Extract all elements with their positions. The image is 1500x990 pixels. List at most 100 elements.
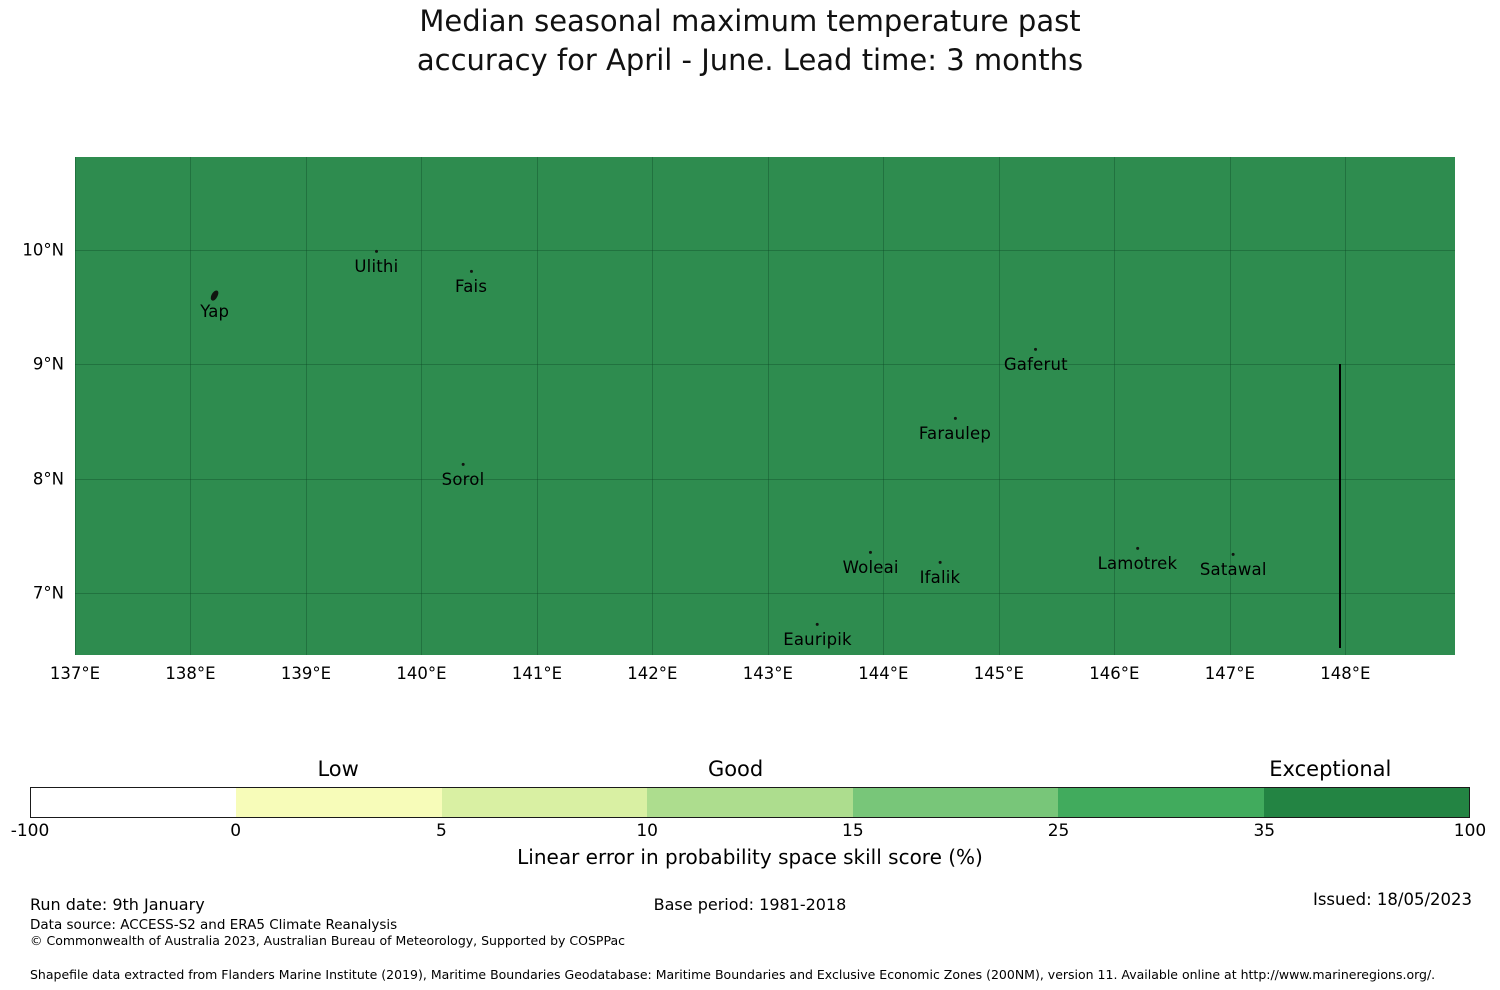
grid-line-vertical xyxy=(1345,157,1347,655)
x-axis-tick-label: 145°E xyxy=(973,664,1024,683)
island-marker-icon xyxy=(816,622,820,626)
island-ulithi: Ulithi xyxy=(354,249,399,276)
x-axis-tick-label: 147°E xyxy=(1204,664,1255,683)
colorbar-category-labels: Low Good Exceptional xyxy=(30,757,1470,785)
island-marker-icon xyxy=(953,416,957,420)
x-axis-tick-label: 140°E xyxy=(396,664,447,683)
grid-line-vertical xyxy=(1114,157,1116,655)
grid-line-horizontal xyxy=(75,364,1455,366)
x-axis: 137°E 138°E 139°E 140°E 141°E 142°E 143°E 144°E… xyxy=(50,664,1455,690)
island-label: Satawal xyxy=(1199,559,1267,579)
grid-line-vertical xyxy=(998,157,1000,655)
island-marker-icon xyxy=(461,462,465,466)
y-axis-tick-label: 9°N xyxy=(32,354,64,374)
copyright-text: © Commonwealth of Australia 2023, Austra… xyxy=(30,933,625,948)
island-eauripik: Eauripik xyxy=(783,622,852,649)
x-axis-tick-label: 139°E xyxy=(280,664,332,683)
chart-title-line2: accuracy for April - June. Lead time: 3 … xyxy=(416,43,1084,77)
island-label: Ulithi xyxy=(354,256,399,276)
grid-line-vertical xyxy=(883,157,885,655)
grid-line-vertical xyxy=(767,157,769,655)
colorbar-category-label: Exceptional xyxy=(1269,757,1392,781)
island-lamotrek: Lamotrek xyxy=(1098,547,1178,573)
colorbar-segment xyxy=(441,788,648,817)
colorbar-segment xyxy=(236,788,442,817)
island-label: Eauripik xyxy=(783,629,852,649)
colorbar-segment xyxy=(647,788,853,817)
eez-boundary-line xyxy=(1338,364,1341,649)
colorbar xyxy=(30,787,1470,818)
run-date-text: Run date: 9th January xyxy=(30,895,205,914)
x-axis-tick-label: 148°E xyxy=(1320,664,1371,683)
grid-line-vertical xyxy=(1229,157,1231,655)
grid-line-vertical xyxy=(421,157,423,655)
colorbar-segment xyxy=(1263,788,1469,817)
island-woleai: Woleai xyxy=(842,550,899,577)
island-label: Yap xyxy=(200,302,230,322)
island-yap: Yap xyxy=(200,289,230,322)
y-axis-tick-label: 7°N xyxy=(32,583,64,603)
island-satawal: Satawal xyxy=(1199,552,1267,579)
colorbar-tick-label: 25 xyxy=(1047,821,1070,841)
base-period-text: Base period: 1981-2018 xyxy=(653,895,847,914)
colorbar-segment xyxy=(1058,788,1264,817)
grid-line-vertical xyxy=(190,157,192,655)
colorbar-tick-label: 35 xyxy=(1253,821,1276,841)
colorbar-ticks: -100 0 5 10 15 25 35 100 xyxy=(11,821,1487,845)
island-marker-icon xyxy=(374,249,378,253)
x-axis-tick-label: 138°E xyxy=(165,664,216,683)
colorbar-category-label: Good xyxy=(707,757,764,781)
island-label: Ifalik xyxy=(919,567,961,587)
colorbar-label: Linear error in probability space skill … xyxy=(517,845,983,869)
island-marker-icon xyxy=(938,560,942,564)
grid-line-horizontal xyxy=(75,249,1455,251)
colorbar-tick-label: 10 xyxy=(636,821,658,841)
grid-line-vertical xyxy=(75,157,76,655)
map-plot: Yap Ulithi Fais Sorol Gaferut Faraulep Woleai I… xyxy=(75,157,1455,655)
x-axis-tick-label: 144°E xyxy=(858,664,909,683)
x-axis-tick-label: 142°E xyxy=(627,664,678,683)
grid-line-vertical xyxy=(536,157,538,655)
x-axis-tick-label: 141°E xyxy=(511,664,563,683)
data-source-text: Data source: ACCESS-S2 and ERA5 Climate … xyxy=(30,917,398,933)
island-label: Sorol xyxy=(441,469,485,489)
island-marker-icon xyxy=(869,550,873,554)
colorbar-tick-label: 15 xyxy=(842,821,864,841)
issued-date-text: Issued: 18/05/2023 xyxy=(1312,890,1472,909)
grid-line-vertical xyxy=(652,157,654,655)
x-axis-tick-label: 143°E xyxy=(742,664,793,683)
island-sorol: Sorol xyxy=(442,462,485,488)
island-label: Gaferut xyxy=(1003,354,1068,374)
x-axis-tick-label: 146°E xyxy=(1089,664,1140,683)
island-marker-icon xyxy=(1135,547,1139,551)
colorbar-tick-label: 100 xyxy=(1453,821,1487,841)
y-axis: 10°N 9°N 8°N 7°N xyxy=(0,157,64,655)
colorbar-segment xyxy=(31,788,237,817)
grid-line-vertical xyxy=(305,157,307,655)
y-axis-tick-label: 10°N xyxy=(22,240,64,260)
y-axis-tick-label: 8°N xyxy=(32,469,64,489)
island-label: Faraulep xyxy=(918,423,992,443)
colorbar-tick-label: 5 xyxy=(436,821,447,841)
shapefile-note-text: Shapefile data extracted from Flanders M… xyxy=(30,967,1436,982)
colorbar-segment xyxy=(852,788,1059,817)
colorbar-tick-label: -100 xyxy=(10,821,50,841)
island-ifalik: Ifalik xyxy=(919,560,961,587)
island-label: Fais xyxy=(455,277,488,297)
island-gaferut: Gaferut xyxy=(1003,347,1068,374)
island-label: Woleai xyxy=(842,557,899,577)
island-marker-icon xyxy=(209,289,220,302)
island-faraulep: Faraulep xyxy=(918,416,992,443)
grid-line-horizontal xyxy=(75,593,1455,595)
x-axis-tick-label: 137°E xyxy=(49,664,101,683)
island-label: Lamotrek xyxy=(1097,554,1178,574)
grid-line-horizontal xyxy=(75,478,1455,480)
colorbar-category-label: Low xyxy=(317,757,359,781)
chart-title-line1: Median seasonal maximum temperature past xyxy=(419,4,1081,38)
island-marker-icon xyxy=(1034,347,1038,351)
island-marker-icon xyxy=(469,270,473,274)
island-marker-icon xyxy=(1231,552,1235,556)
colorbar-tick-label: 0 xyxy=(230,821,242,841)
island-fais: Fais xyxy=(455,270,487,296)
